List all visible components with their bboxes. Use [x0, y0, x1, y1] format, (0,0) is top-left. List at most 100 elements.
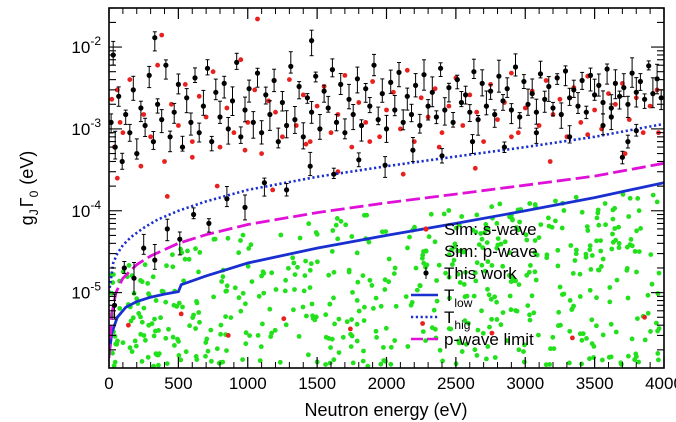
p-wave-point — [561, 208, 567, 213]
p-wave-point — [432, 239, 438, 245]
s-wave-point — [252, 87, 258, 93]
p-wave-point — [509, 216, 515, 222]
this-work-dot — [188, 119, 194, 125]
p-wave-point — [338, 218, 344, 224]
this-work-point — [612, 69, 619, 100]
p-wave-point — [555, 247, 561, 253]
this-work-point — [579, 71, 585, 90]
p-wave-point — [579, 209, 585, 215]
y-tick-label: 10-2 — [71, 34, 101, 57]
p-wave-point — [236, 295, 242, 301]
this-work-dot — [642, 96, 648, 102]
this-work-dot — [579, 77, 585, 84]
this-work-point — [496, 59, 502, 93]
p-wave-point — [571, 303, 576, 309]
p-wave-point — [164, 361, 170, 366]
this-work-point — [450, 112, 456, 128]
p-wave-point — [247, 333, 253, 338]
p-wave-point — [556, 323, 561, 329]
p-wave-point — [362, 304, 367, 310]
this-work-point — [192, 67, 198, 83]
s-wave-point — [342, 73, 348, 78]
this-work-point — [479, 69, 485, 97]
p-wave-point — [441, 211, 447, 217]
p-wave-point — [489, 263, 495, 268]
this-work-dot — [152, 257, 158, 263]
p-wave-point — [223, 314, 229, 319]
p-wave-point — [572, 258, 578, 263]
this-work-dot — [300, 134, 306, 140]
p-wave-point — [220, 359, 226, 365]
p-wave-point — [587, 356, 592, 362]
p-wave-point — [486, 292, 492, 298]
p-wave-point — [349, 234, 355, 239]
p-wave-point — [532, 238, 538, 243]
p-wave-point — [373, 328, 379, 334]
p-wave-point — [600, 256, 606, 262]
p-wave-point — [388, 361, 394, 367]
p-wave-point — [508, 279, 514, 284]
p-wave-point — [498, 322, 504, 328]
s-wave-point — [613, 101, 618, 107]
p-wave-point — [260, 321, 265, 327]
this-work-dot — [382, 162, 388, 168]
this-work-dot — [400, 119, 406, 125]
this-work-dot — [123, 111, 129, 118]
this-work-dot — [439, 153, 445, 159]
this-work-dot — [309, 109, 315, 115]
p-wave-point — [367, 277, 373, 283]
p-wave-point — [553, 218, 558, 224]
this-work-dot — [141, 245, 147, 251]
this-work-dot — [533, 130, 540, 136]
this-work-dot — [217, 114, 223, 120]
p-wave-point — [127, 345, 133, 351]
p-wave-point — [584, 224, 590, 230]
p-wave-point — [436, 262, 442, 268]
this-work-point — [321, 84, 327, 103]
p-wave-point — [514, 308, 520, 314]
s-wave-point — [439, 130, 445, 136]
this-work-dot — [275, 139, 281, 145]
this-work-point — [271, 68, 277, 93]
this-work-point — [625, 134, 631, 149]
this-work-point — [141, 233, 147, 255]
p-wave-point — [145, 281, 151, 286]
this-work-dot — [567, 134, 573, 140]
p-wave-point — [482, 230, 487, 236]
this-work-dot — [533, 109, 540, 115]
this-work-dot — [571, 87, 577, 93]
p-wave-point — [139, 279, 145, 285]
p-wave-point — [238, 308, 244, 314]
this-work-point — [650, 77, 656, 109]
p-wave-point — [291, 307, 296, 313]
p-wave-point — [452, 241, 458, 247]
this-work-dot — [617, 93, 623, 99]
p-wave-point — [492, 355, 498, 360]
p-wave-point — [277, 359, 283, 365]
this-work-point — [383, 114, 390, 143]
series-this-work — [109, 29, 664, 320]
p-wave-point — [328, 345, 333, 350]
this-work-point — [292, 106, 298, 134]
p-wave-point — [495, 242, 501, 248]
s-wave-point — [377, 134, 382, 140]
p-wave-point — [626, 353, 631, 359]
this-work-point — [191, 207, 197, 220]
p-wave-point — [570, 271, 576, 276]
p-wave-point — [365, 363, 371, 368]
p-wave-point — [197, 319, 202, 325]
this-work-dot — [646, 63, 652, 69]
p-wave-point — [625, 295, 631, 301]
this-work-dot — [338, 81, 344, 87]
p-wave-point — [330, 228, 336, 233]
this-work-dot — [284, 122, 290, 129]
this-work-point — [123, 109, 129, 125]
p-wave-point — [136, 311, 142, 316]
p-wave-point — [494, 221, 500, 226]
p-wave-point — [484, 356, 489, 362]
p-wave-point — [446, 252, 452, 257]
this-work-point — [529, 78, 535, 99]
this-work-dot — [633, 128, 639, 134]
p-wave-point — [159, 288, 165, 294]
